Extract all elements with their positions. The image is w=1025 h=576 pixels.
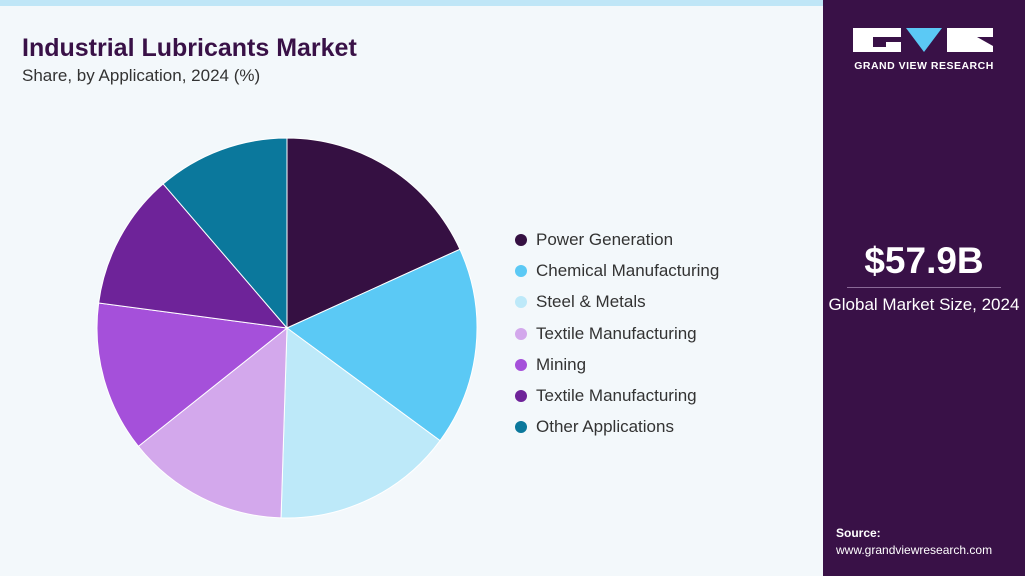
legend-swatch [515, 358, 527, 371]
legend: Power Generation Chemical Manufacturing St… [515, 224, 719, 443]
pie-slice-1 [286, 248, 478, 442]
source-url[interactable]: www.grandviewresearch.com [836, 543, 993, 557]
legend-swatch [515, 390, 527, 403]
legend-item: Textile Manufacturing [515, 380, 719, 411]
legend-item: Other Applications [515, 412, 719, 443]
legend-item: Textile Manufacturing [515, 318, 719, 349]
legend-swatch [515, 233, 527, 246]
grand-view-research-logo [853, 28, 993, 52]
legend-label: Textile Manufacturing [536, 386, 697, 406]
brand-name: GRAND VIEW RESEARCH [854, 60, 994, 72]
legend-label: Other Applications [536, 417, 674, 437]
legend-label: Power Generation [536, 229, 674, 249]
pie-slice-5 [98, 183, 289, 329]
legend-swatch [515, 264, 527, 277]
legend-item: Mining [515, 349, 719, 380]
divider [847, 287, 1001, 288]
pie-slice-3 [137, 326, 288, 519]
source-label: Source: [836, 526, 881, 540]
pie-slice-6 [162, 137, 288, 330]
legend-item: Chemical Manufacturing [515, 255, 719, 286]
chart-subtitle: Share, by Application, 2024 (%) [22, 66, 261, 85]
legend-label: Steel & Metals [536, 292, 646, 312]
market-size-value: $57.9B [864, 240, 984, 281]
legend-label: Mining [536, 354, 587, 374]
legend-swatch [515, 327, 527, 340]
pie-slice-2 [280, 327, 441, 519]
market-size-caption: Global Market Size, 2024 [828, 295, 1020, 314]
chart-title: Industrial Lubricants Market [22, 34, 357, 62]
legend-label: Textile Manufacturing [536, 323, 697, 343]
legend-label: Chemical Manufacturing [536, 260, 720, 280]
pie-slice-0 [286, 137, 461, 329]
legend-swatch [515, 296, 527, 309]
pie-chart [96, 137, 478, 519]
legend-item: Power Generation [515, 224, 719, 255]
info-sidebar: GRAND VIEW RESEARCH $57.9B Global Market… [823, 0, 1025, 576]
pie-slice-4 [96, 302, 289, 448]
legend-item: Steel & Metals [515, 287, 719, 318]
legend-swatch [515, 421, 527, 434]
